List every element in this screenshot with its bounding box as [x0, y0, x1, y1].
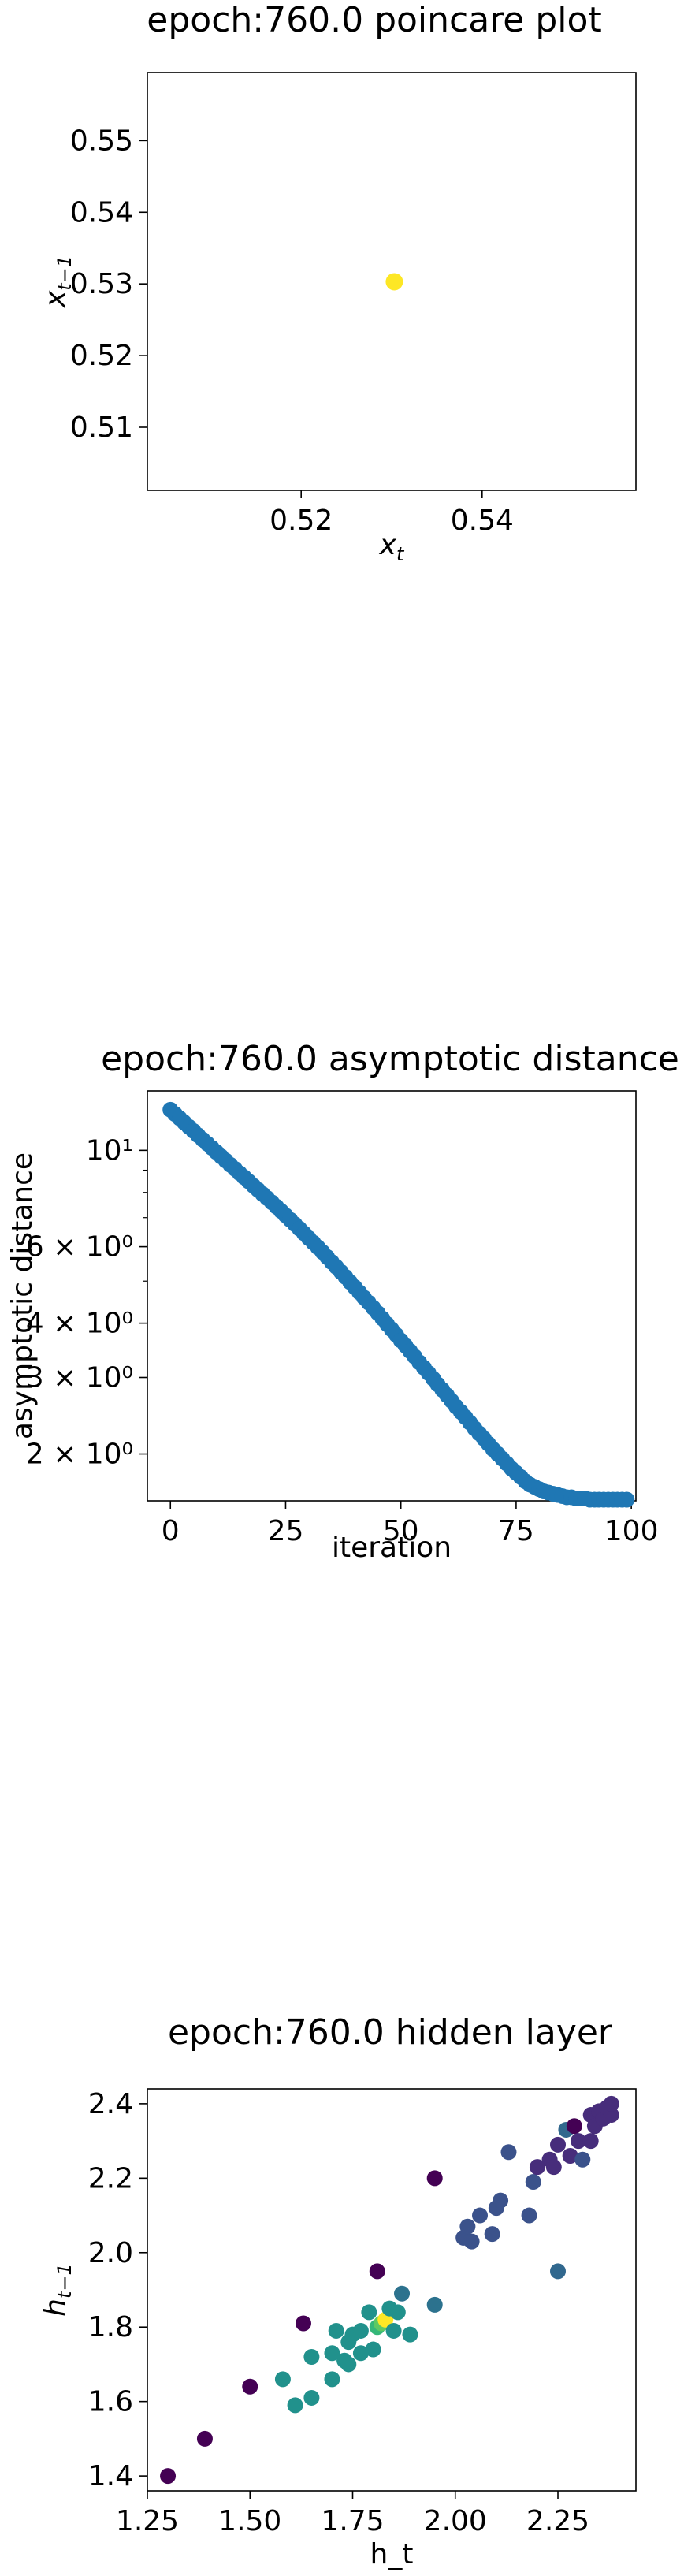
- hidden-point: [303, 2389, 320, 2406]
- hidden-point: [459, 2218, 476, 2235]
- hidden-point: [562, 2148, 578, 2164]
- distance-ticks: 0 25 50 75 100 2 × 10⁰ 3 × 10⁰ 4 × 10⁰ 6 × 10⁰ 10…: [26, 1134, 659, 1547]
- hidden-point: [550, 2263, 567, 2280]
- hidden-point: [603, 2107, 619, 2124]
- hidden-point: [287, 2397, 303, 2414]
- hidden-x-tick-label: 2.00: [424, 2505, 487, 2537]
- hidden-title: epoch:760.0 hidden layer: [168, 2012, 613, 2053]
- poincare-y-tick-label: 0.52: [70, 340, 133, 372]
- hidden-x-tick-label: 1.50: [218, 2505, 281, 2537]
- hidden-point: [340, 2356, 357, 2373]
- distance-y-tick-label: 10¹: [86, 1134, 133, 1167]
- hidden-x-axis-label: h_t: [370, 2538, 414, 2570]
- distance-x-tick-label: 100: [604, 1515, 659, 1547]
- hidden-point: [389, 2304, 406, 2321]
- distance-x-tick-label: 75: [498, 1515, 534, 1547]
- distance-y-tick-label: 6 × 10⁰: [26, 1231, 133, 1264]
- hidden-point: [160, 2468, 177, 2485]
- hidden-y-axis-label-subscript: t−1: [54, 2263, 76, 2299]
- hidden-point: [472, 2207, 489, 2224]
- poincare-point: [385, 273, 403, 291]
- hidden-point: [500, 2144, 517, 2161]
- poincare-y-tick-label: 0.51: [70, 411, 133, 444]
- hidden-x-tick-label: 2.25: [526, 2505, 589, 2537]
- hidden-point: [295, 2315, 311, 2332]
- hidden-point: [274, 2371, 291, 2388]
- distance-x-tick-label: 50: [383, 1515, 419, 1547]
- hidden-point: [582, 2133, 599, 2150]
- hidden-point: [324, 2371, 340, 2388]
- hidden-x-tick-label: 1.25: [116, 2505, 179, 2537]
- hidden-plot-frame: [147, 2088, 637, 2492]
- distance-y-axis-label: asymptotic distance: [6, 1152, 39, 1439]
- poincare-ticks: 0.52 0.54 0.51 0.52 0.53 0.54 0.55: [70, 125, 514, 537]
- hidden-ticks: 1.25 1.50 1.75 2.00 2.25 1.4 1.6 1.8 2.0 2.2 2.4: [88, 2088, 589, 2537]
- poincare-y-axis-label-subscript: t−1: [54, 255, 76, 291]
- hidden-point: [242, 2378, 258, 2395]
- hidden-point: [385, 2322, 402, 2339]
- poincare-y-tick-label: 0.53: [70, 268, 133, 300]
- hidden-x-tick-label: 1.75: [321, 2505, 384, 2537]
- hidden-point: [402, 2326, 418, 2343]
- poincare-y-tick-label: 0.55: [70, 125, 133, 157]
- hidden-y-tick-label: 2.4: [88, 2088, 133, 2120]
- hidden-point: [365, 2341, 381, 2358]
- poincare-x-axis-label-subscript: t: [396, 543, 405, 565]
- hidden-y-tick-label: 1.8: [88, 2311, 133, 2343]
- hidden-points: [160, 2095, 619, 2485]
- hidden-point: [303, 2349, 320, 2365]
- hidden-point: [484, 2226, 500, 2243]
- distance-y-tick-label: 4 × 10⁰: [26, 1308, 133, 1340]
- distance-chart: epoch:760.0 asymptotic distance 0 25 50 75 1…: [6, 1039, 679, 1564]
- hidden-point: [550, 2136, 567, 2153]
- hidden-point: [521, 2207, 537, 2224]
- hidden-point: [426, 2296, 443, 2313]
- distance-y-tick-label: 2 × 10⁰: [26, 1439, 133, 1471]
- hidden-point: [324, 2345, 340, 2362]
- distance-plot-frame: [147, 1090, 637, 1502]
- distance-points: [162, 1101, 635, 1508]
- distance-x-tick-label: 0: [162, 1515, 180, 1547]
- hidden-point: [603, 2095, 619, 2112]
- poincare-x-tick-label: 0.52: [270, 504, 333, 537]
- distance-y-tick-label: 3 × 10⁰: [26, 1361, 133, 1394]
- distance-title: epoch:760.0 asymptotic distance: [101, 1039, 679, 1079]
- hidden-point: [426, 2170, 443, 2187]
- poincare-plot-frame: [147, 72, 637, 491]
- hidden-point: [463, 2233, 480, 2250]
- distance-x-axis-label: iteration: [332, 1532, 452, 1564]
- hidden-point: [352, 2345, 369, 2362]
- poincare-title: epoch:760.0 poincare plot: [147, 0, 601, 40]
- poincare-x-tick-label: 0.54: [451, 504, 514, 537]
- poincare-y-tick-label: 0.54: [70, 196, 133, 229]
- hidden-point: [196, 2430, 213, 2447]
- hidden-point: [361, 2304, 377, 2321]
- hidden-point: [525, 2174, 541, 2191]
- hidden-point: [369, 2263, 385, 2280]
- hidden-point: [566, 2118, 582, 2135]
- hidden-chart: epoch:760.0 hidden layer 1.25 1.50 1.75 2.0…: [39, 2012, 637, 2570]
- hidden-point: [545, 2159, 562, 2176]
- hidden-y-tick-label: 2.2: [88, 2162, 133, 2194]
- poincare-points: [385, 273, 403, 291]
- hidden-point: [493, 2192, 509, 2209]
- hidden-point: [574, 2151, 591, 2168]
- hidden-point: [352, 2322, 369, 2339]
- poincare-chart: epoch:760.0 poincare plot 0.52 0.540.510.…: [39, 0, 637, 565]
- distance-x-tick-label: 25: [268, 1515, 304, 1547]
- hidden-y-tick-label: 1.4: [88, 2460, 133, 2492]
- hidden-y-tick-label: 1.6: [88, 2386, 133, 2418]
- hidden-point: [571, 2133, 587, 2150]
- hidden-y-tick-label: 2.0: [88, 2237, 133, 2269]
- hidden-point: [529, 2159, 545, 2176]
- distance-point: [619, 1491, 635, 1508]
- hidden-point: [394, 2285, 411, 2302]
- hidden-point: [328, 2322, 344, 2339]
